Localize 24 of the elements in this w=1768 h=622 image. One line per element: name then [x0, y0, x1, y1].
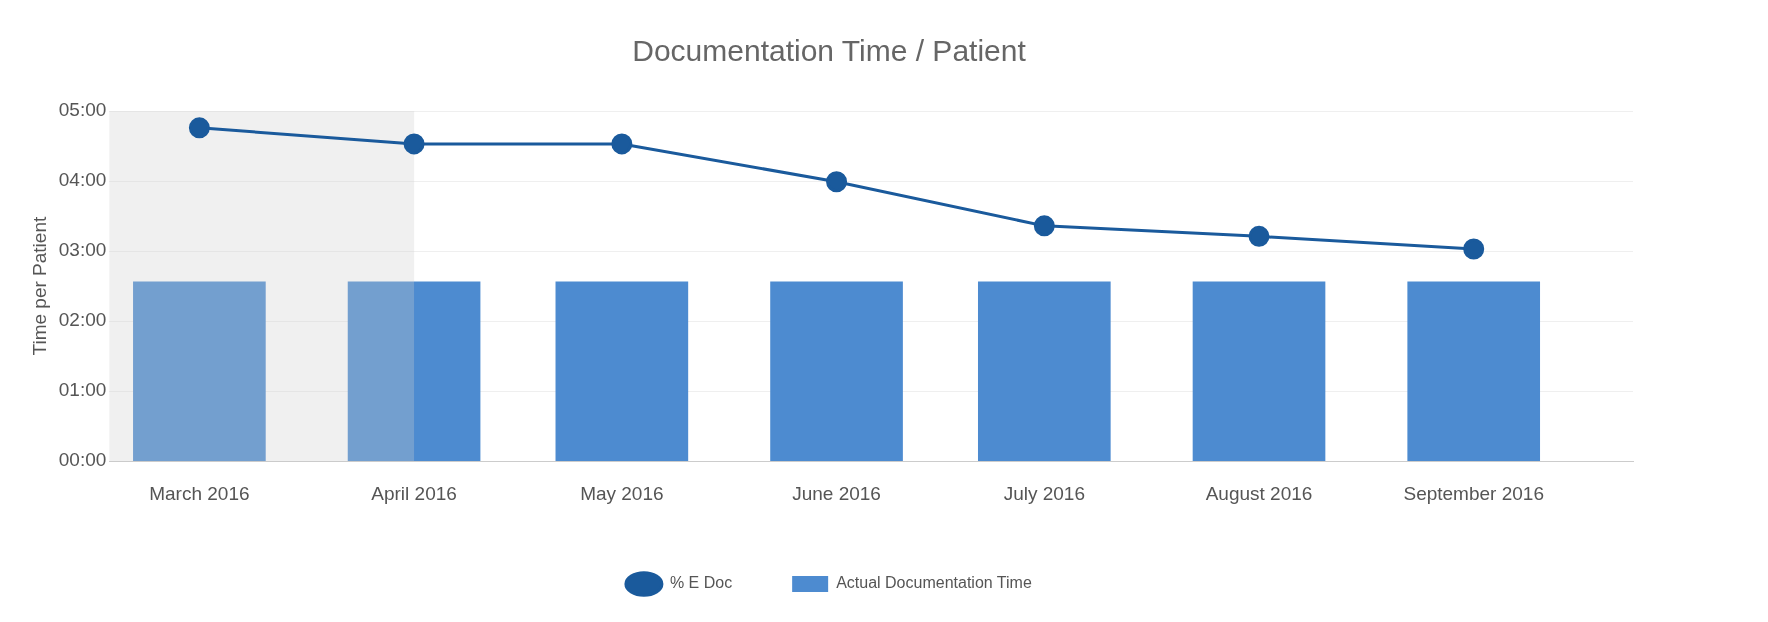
point — [826, 171, 848, 193]
y-tick-label: 00:00 — [58, 449, 107, 471]
chart-title: Documentation Time / Patient — [632, 34, 1027, 68]
y-tick-label: 01:00 — [58, 379, 107, 401]
y-tick-label: 04:00 — [58, 169, 107, 191]
legend-label: Actual Documentation Time — [836, 574, 1032, 592]
point — [403, 133, 425, 155]
y-tick-label: 02:00 — [58, 309, 107, 331]
x-tick-label: August 2016 — [1205, 482, 1313, 504]
point — [1463, 238, 1485, 260]
x-tick-label: April 2016 — [371, 482, 457, 504]
y-tick-label: 05:00 — [58, 99, 107, 121]
legend-label: % E Doc — [669, 574, 733, 592]
point — [1033, 215, 1055, 237]
point — [1248, 225, 1270, 247]
x-tick-label: July 2016 — [1003, 482, 1085, 504]
y-tick-label: 03:00 — [58, 239, 107, 261]
point — [611, 133, 633, 155]
x-tick-label: September 2016 — [1403, 482, 1544, 504]
x-tick-label: May 2016 — [580, 482, 664, 504]
x-tick-label: March 2016 — [149, 482, 250, 504]
point — [188, 117, 210, 139]
y-axis-title: Time per Patient — [28, 216, 50, 356]
x-tick-label: June 2016 — [792, 482, 881, 504]
